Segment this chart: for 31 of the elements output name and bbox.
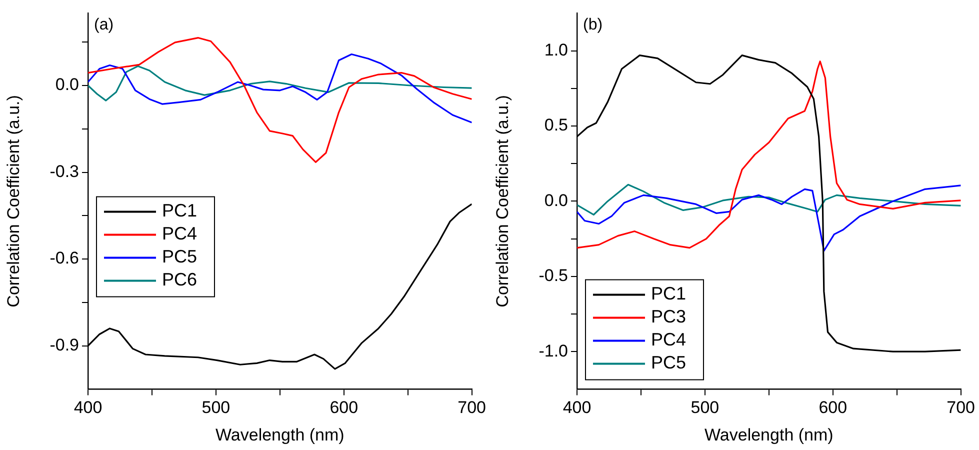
x-tick-label: 700 [946,398,976,418]
y-tick-label: 0.0 [55,75,79,94]
y-tick-label: 0.5 [544,116,568,135]
y-tick-label: 0.0 [544,190,568,210]
legend-label: PC3 [651,306,686,327]
y-axis-title: Correlation Coefficient (a.u.) [4,95,23,308]
x-tick-label: 600 [330,398,358,418]
legend-label: PC4 [162,224,198,244]
x-tick-label: 500 [202,398,230,418]
y-tick-label: -0.5 [538,266,568,286]
x-tick-label: 400 [74,398,102,418]
y-tick-label: -0.9 [50,336,79,355]
x-axis-title: Wavelength (nm) [704,425,834,444]
y-tick-label: -0.6 [50,248,79,268]
legend-label: PC5 [651,352,686,373]
x-tick-label: 600 [818,398,848,418]
x-tick-label: 400 [562,398,592,418]
annotation: (a) [94,16,114,34]
legend-label: PC6 [162,270,198,290]
x-axis-title: Wavelength (nm) [216,425,344,444]
legend-label: PC4 [651,330,686,350]
annotation: (b) [583,16,603,34]
legend-label: PC1 [651,284,686,304]
y-tick-label: -1.0 [538,341,568,360]
y-axis-title: Correlation Coefficient (a.u.) [492,95,512,308]
x-tick-label: 700 [458,398,486,418]
y-tick-label: -0.3 [50,162,79,181]
legend-label: PC1 [162,200,198,221]
y-tick-label: 1.0 [544,40,568,60]
legend-label: PC5 [162,246,198,267]
x-tick-label: 500 [690,398,720,418]
